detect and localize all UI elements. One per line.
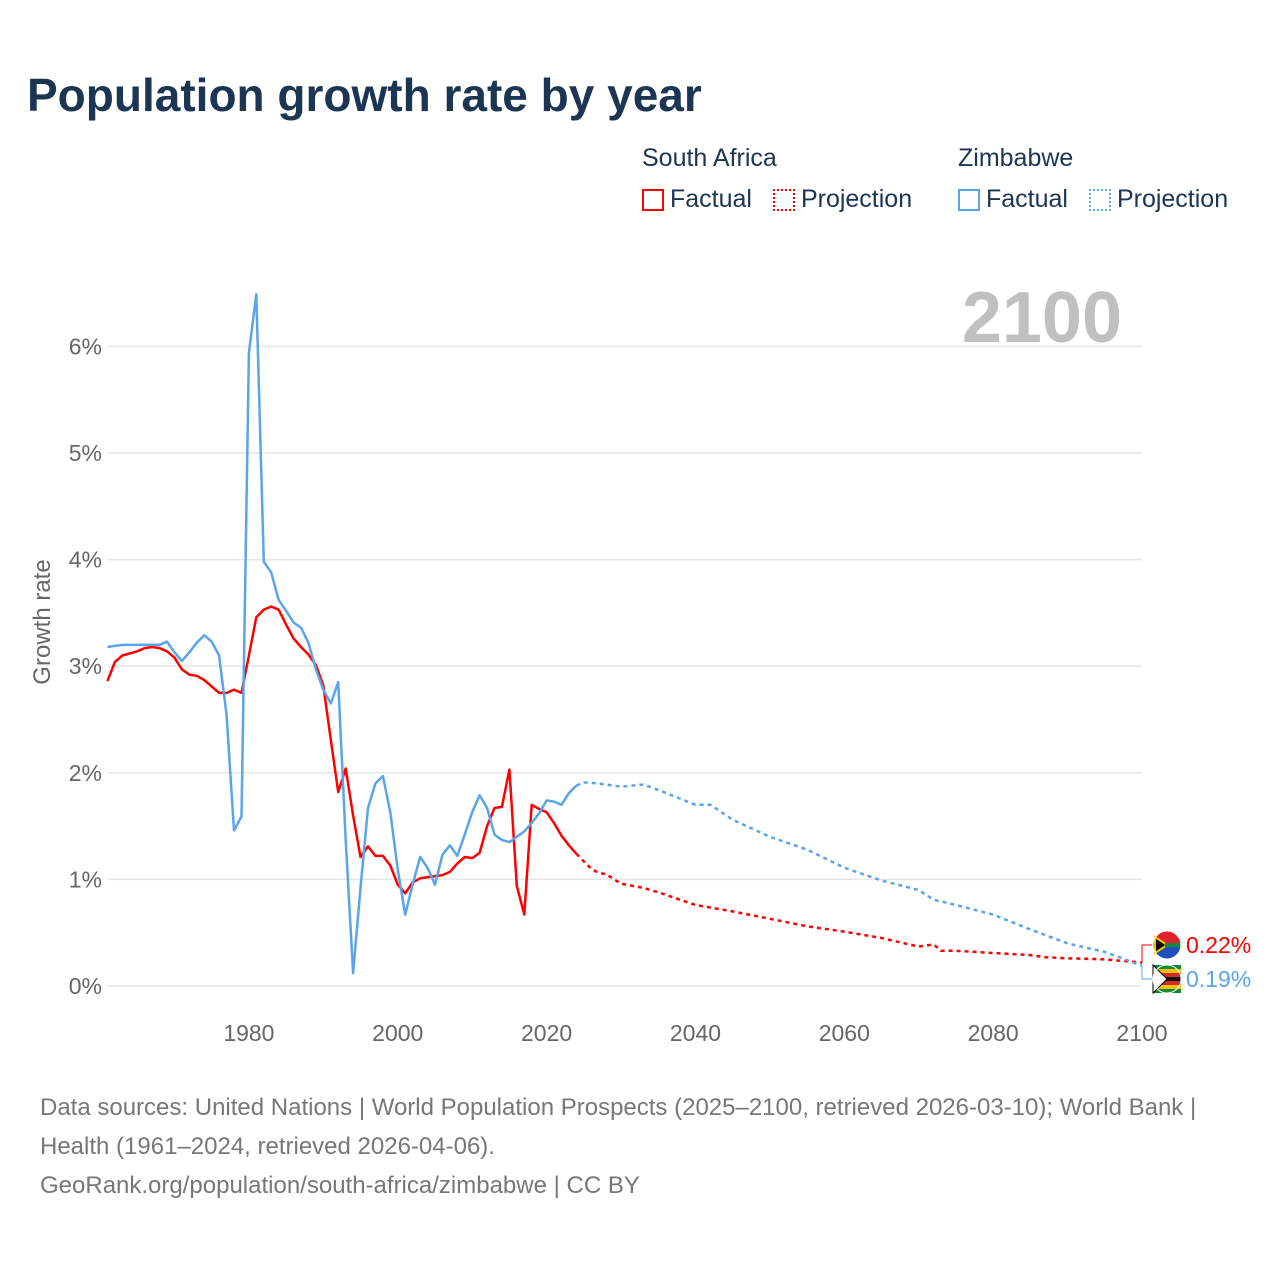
- x-tick-label: 2100: [1116, 1020, 1167, 1046]
- flag-stripe: [1153, 973, 1181, 977]
- legend-label: Factual: [986, 185, 1068, 213]
- legend-factual[interactable]: Factual: [642, 185, 752, 214]
- series-line-zimbabwe-projection: [575, 781, 1143, 967]
- x-tick-label: 1980: [223, 1020, 274, 1046]
- legend-label: Projection: [1116, 185, 1229, 213]
- flag-ring: [1152, 930, 1182, 960]
- flag-stripe: [1153, 981, 1181, 985]
- x-tick-label: 2000: [372, 1020, 423, 1046]
- legend-country: South Africa: [642, 144, 777, 172]
- flag-stripe: [1153, 989, 1181, 993]
- legend-projection[interactable]: Projection: [772, 185, 913, 214]
- connector: [1141, 966, 1152, 980]
- y-tick-label: 3%: [69, 653, 102, 679]
- dotted-swatch-icon: [1088, 188, 1111, 211]
- y-tick-label: 6%: [69, 333, 102, 359]
- zimbabwe-flag-icon: [1152, 963, 1182, 995]
- flag-green: [1165, 943, 1181, 947]
- footer: Data sources: United Nations | World Pop…: [40, 1088, 1240, 1205]
- flag-stripe: [1153, 965, 1181, 969]
- series-line-zimbabwe-factual: [107, 292, 578, 975]
- legend-south-africa: South Africa Factual Projection: [642, 144, 926, 218]
- legend-label: Projection: [800, 185, 913, 213]
- line-chart: 0% 1% 2% 3% 4% 5% 6% 1980 2000 2020 2040 2060 2080 21…: [29, 278, 1251, 1046]
- flag-stripe: [1153, 985, 1181, 989]
- y-tick-label: 5%: [69, 440, 102, 466]
- chart-title: Population growth rate by year: [27, 69, 702, 121]
- flag-stripe: [1153, 969, 1181, 973]
- solid-swatch-icon: [642, 188, 664, 211]
- flag-tri: [1154, 935, 1169, 955]
- data-sources: Data sources: United Nations | World Pop…: [40, 1094, 1197, 1160]
- x-tick-label: 2040: [670, 1020, 721, 1046]
- legend-country: Zimbabwe: [958, 144, 1074, 172]
- south-africa-flag-icon: [1152, 930, 1182, 960]
- end-value-label: 0.22%: [1186, 932, 1251, 958]
- legend-projection[interactable]: Projection: [1088, 185, 1229, 214]
- end-value-label: 0.19%: [1186, 966, 1251, 992]
- x-tick-label: 2060: [819, 1020, 870, 1046]
- dotted-swatch-icon: [772, 188, 795, 211]
- y-axis-label: Growth rate: [29, 559, 56, 684]
- y-tick-label: 4%: [69, 547, 102, 573]
- series-line-south-africa-projection: [575, 852, 1143, 964]
- y-tick-label: 1%: [69, 866, 102, 892]
- y-tick-label: 2%: [69, 760, 102, 786]
- y-tick-label: 0%: [69, 973, 102, 999]
- source-link[interactable]: GeoRank.org/population/south-africa/zimb…: [40, 1172, 640, 1199]
- year-label: 2100: [962, 278, 1122, 358]
- connector: [1141, 944, 1152, 963]
- legend-zimbabwe: Zimbabwe Factual Projection: [958, 144, 1242, 218]
- legend-factual[interactable]: Factual: [958, 185, 1068, 214]
- x-tick-label: 2020: [521, 1020, 572, 1046]
- flag-ring: [1152, 964, 1182, 994]
- legend-label: Factual: [670, 185, 752, 213]
- solid-swatch-icon: [958, 188, 980, 211]
- x-tick-label: 2080: [968, 1020, 1019, 1046]
